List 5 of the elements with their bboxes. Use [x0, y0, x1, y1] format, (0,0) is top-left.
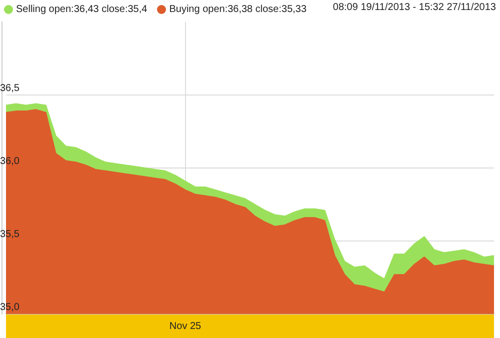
y-tick-label: 36,5 [0, 82, 20, 94]
legend-label: Buying open:36,38 close:35,33 [169, 4, 307, 14]
text: 08:09 19/11/2013 - 15:32 27/11/2013 [332, 2, 496, 13]
x-tick-label: Nov 25 [169, 320, 202, 332]
legend-label: Selling open:36,43 close:35,4 [16, 4, 148, 14]
